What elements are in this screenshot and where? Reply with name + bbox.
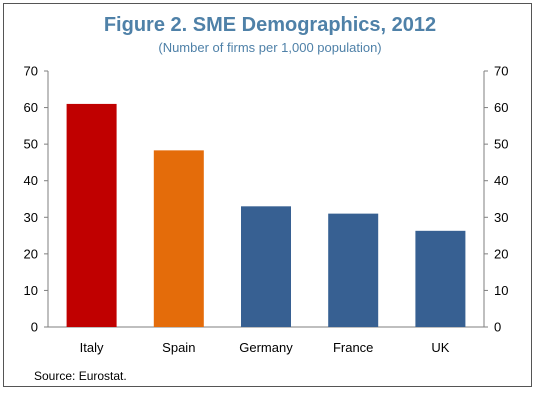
y-tick-label-left: 0 (31, 320, 38, 335)
y-tick-label-right: 70 (494, 64, 508, 79)
chart-source: Source: Eurostat. (34, 369, 127, 383)
y-tick-label-left: 20 (24, 246, 38, 261)
bar-italy (66, 103, 117, 328)
chart-subtitle: (Number of firms per 1,000 population) (158, 40, 382, 55)
y-tick-label-right: 40 (494, 173, 508, 188)
bar-germany (241, 206, 291, 327)
y-tick-label-right: 60 (494, 100, 508, 115)
x-tick-label: Spain (162, 340, 195, 355)
y-tick-label-right: 50 (494, 137, 508, 152)
x-tick-label: Italy (80, 340, 104, 355)
x-tick-label: France (333, 340, 373, 355)
x-tick-label: UK (431, 340, 449, 355)
y-tick-label-left: 40 (24, 173, 38, 188)
bar-france (328, 213, 379, 327)
y-tick-label-left: 30 (24, 210, 38, 225)
y-tick-label-right: 0 (494, 320, 501, 335)
bar-uk (415, 230, 466, 327)
y-tick-label-right: 10 (494, 283, 508, 298)
y-tick-label-right: 30 (494, 210, 508, 225)
bar-spain (153, 150, 204, 327)
y-tick-label-right: 20 (494, 246, 508, 261)
y-tick-label-left: 50 (24, 137, 38, 152)
y-tick-label-left: 70 (24, 64, 38, 79)
chart-title: Figure 2. SME Demographics, 2012 (103, 14, 437, 36)
y-tick-label-left: 10 (24, 283, 38, 298)
y-tick-label-left: 60 (24, 100, 38, 115)
x-tick-label: Germany (239, 340, 293, 355)
